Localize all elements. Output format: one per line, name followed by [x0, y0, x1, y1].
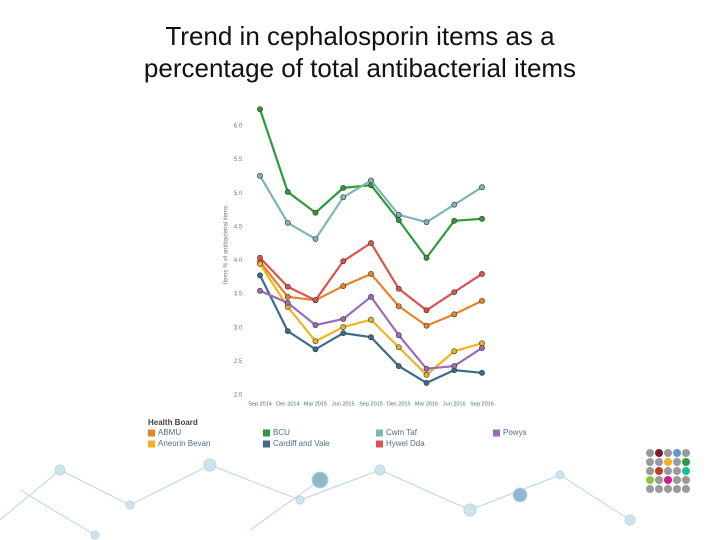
- data-point: [451, 289, 458, 296]
- data-point: [368, 271, 374, 277]
- x-tick-label: Jun 2016: [443, 401, 466, 407]
- data-point: [479, 345, 485, 351]
- legend-label: Cardiff and Vale: [273, 439, 330, 448]
- data-point: [368, 334, 374, 341]
- x-tick-label: Sep 2016: [470, 401, 494, 407]
- legend-label: Powys: [503, 428, 527, 437]
- data-point: [423, 365, 430, 372]
- data-point: [312, 209, 319, 216]
- data-point: [284, 219, 291, 226]
- legend-label: Aneurin Bevan: [158, 439, 210, 448]
- legend-swatch: [376, 440, 383, 448]
- data-point: [257, 287, 263, 294]
- data-point: [340, 194, 347, 201]
- data-point: [395, 211, 402, 218]
- legend-title: Health Board: [148, 418, 198, 427]
- legend-swatch: [493, 429, 500, 437]
- legend-swatch: [376, 429, 383, 437]
- data-point: [479, 271, 485, 277]
- legend-swatch: [148, 429, 155, 437]
- data-point: [479, 369, 485, 376]
- data-point: [284, 299, 291, 306]
- data-point: [312, 236, 319, 242]
- data-point: [284, 283, 291, 290]
- data-point: [340, 258, 347, 265]
- data-point: [284, 189, 291, 195]
- data-point: [284, 328, 291, 335]
- y-tick-label: 3.0: [234, 325, 243, 331]
- data-point: [340, 324, 347, 330]
- data-point: [257, 272, 263, 279]
- logo-dots: [646, 449, 690, 493]
- data-point: [312, 322, 319, 328]
- y-tick-label: 6.0: [234, 124, 243, 130]
- data-point: [395, 303, 402, 310]
- data-point: [368, 240, 374, 246]
- data-point: [479, 297, 485, 304]
- legend-swatch: [263, 429, 270, 437]
- data-point: [368, 316, 374, 323]
- x-tick-label: Jun 2015: [332, 401, 355, 407]
- data-point: [257, 254, 263, 261]
- x-tick-label: Dec 2015: [387, 401, 411, 407]
- x-tick-label: Dec 2014: [276, 401, 300, 407]
- x-tick-label: Sep 2014: [248, 401, 272, 407]
- data-point: [257, 260, 263, 267]
- data-point: [423, 254, 430, 261]
- data-point: [423, 322, 430, 329]
- data-point: [368, 293, 374, 300]
- y-tick-label: 2.5: [234, 359, 243, 365]
- data-point: [395, 285, 402, 292]
- data-point: [395, 344, 402, 351]
- data-point: [451, 348, 458, 355]
- legend-label: BCU: [273, 428, 290, 437]
- legend-swatch: [263, 440, 270, 448]
- y-tick-label: 4.5: [234, 224, 243, 230]
- chart-title: Trend in cephalosporin items as a percen…: [143, 21, 577, 83]
- data-point: [340, 316, 347, 322]
- data-point: [312, 346, 319, 353]
- x-tick-label: Sep 2015: [359, 401, 383, 407]
- legend-swatch: [148, 440, 155, 448]
- data-point: [423, 379, 430, 386]
- y-axis-label: Items % of antibacterial items: [224, 206, 230, 284]
- y-tick-label: 3.5: [234, 292, 243, 298]
- x-tick-label: Mar 2015: [304, 401, 327, 407]
- legend-label: ABMU: [158, 428, 181, 437]
- data-point: [479, 215, 485, 222]
- data-point: [395, 363, 402, 369]
- data-point: [340, 330, 347, 337]
- data-point: [284, 293, 291, 300]
- data-point: [451, 311, 458, 318]
- y-tick-label: 5.5: [234, 157, 243, 163]
- data-point: [395, 332, 402, 339]
- data-point: [479, 184, 485, 191]
- legend-label: Hywel Dda: [386, 439, 425, 448]
- y-tick-label: 2.0: [234, 393, 243, 399]
- data-point: [257, 106, 263, 113]
- data-point: [340, 283, 347, 289]
- data-point: [451, 201, 458, 208]
- data-point: [451, 363, 458, 369]
- data-point: [312, 338, 319, 345]
- data-point: [312, 297, 319, 304]
- data-point: [340, 184, 347, 191]
- data-point: [395, 217, 402, 224]
- data-point: [423, 371, 430, 378]
- y-tick-label: 5.0: [234, 191, 243, 197]
- x-tick-label: Mar 2016: [415, 401, 438, 407]
- data-point: [423, 307, 430, 314]
- background-network: [0, 458, 636, 540]
- data-point: [451, 217, 458, 224]
- data-point: [257, 172, 263, 179]
- y-tick-label: 4.0: [234, 258, 243, 264]
- legend-label: Cwm Taf: [386, 428, 418, 437]
- data-point: [368, 177, 374, 184]
- data-point: [423, 219, 430, 226]
